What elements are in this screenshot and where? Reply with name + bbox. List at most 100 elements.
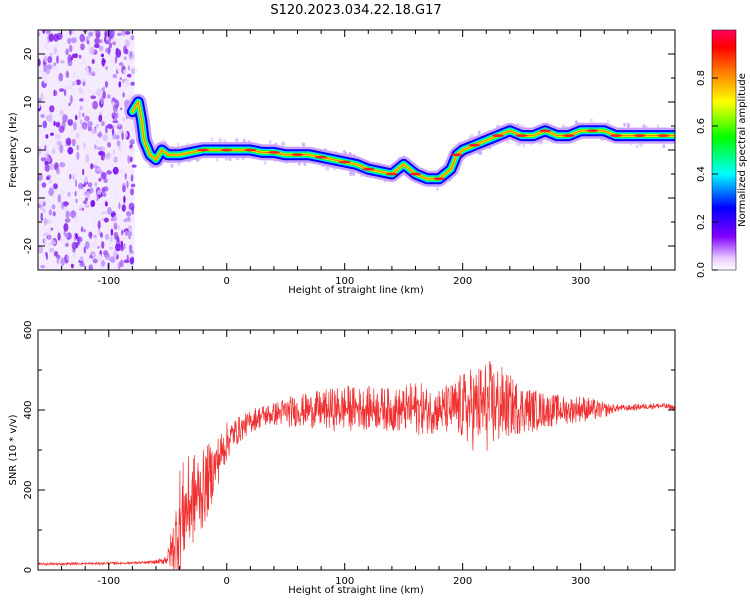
noise-speckle bbox=[119, 259, 124, 268]
noise-speckle bbox=[69, 30, 72, 36]
noise-speckle bbox=[63, 229, 66, 236]
noise-speckle bbox=[88, 87, 91, 94]
noise-speckle bbox=[81, 56, 86, 65]
noise-speckle bbox=[87, 125, 92, 132]
noise-speckle bbox=[58, 72, 63, 82]
snr-ytick-label: 400 bbox=[23, 400, 34, 419]
noise-speckle bbox=[78, 54, 82, 59]
halo-speckle bbox=[280, 141, 284, 146]
noise-speckle bbox=[112, 215, 118, 222]
colorbar-label: Normalized spectral amplitude bbox=[737, 73, 748, 227]
noise-speckle bbox=[38, 58, 41, 66]
noise-speckle bbox=[131, 206, 134, 215]
noise-speckle bbox=[121, 204, 126, 212]
noise-speckle bbox=[48, 177, 52, 184]
noise-speckle bbox=[118, 202, 121, 210]
noise-speckle bbox=[114, 116, 117, 121]
noise-speckle bbox=[88, 264, 94, 270]
noise-speckle bbox=[112, 132, 117, 140]
noise-speckle bbox=[101, 87, 104, 92]
noise-speckle bbox=[116, 140, 121, 147]
noise-speckle bbox=[76, 236, 83, 243]
noise-speckle bbox=[50, 240, 56, 246]
noise-speckle bbox=[121, 131, 124, 141]
colorbar-tick-label: 0.6 bbox=[696, 118, 707, 134]
noise-speckle bbox=[113, 149, 116, 155]
noise-speckle bbox=[45, 134, 49, 139]
noise-speckle bbox=[123, 80, 130, 88]
noise-speckle bbox=[130, 188, 134, 196]
halo-speckle bbox=[574, 120, 578, 125]
noise-speckle bbox=[117, 32, 122, 37]
snr-marks bbox=[38, 361, 675, 570]
ridge-peak bbox=[291, 153, 304, 157]
noise-speckle bbox=[130, 81, 135, 86]
noise-speckle bbox=[84, 115, 90, 122]
noise-speckle bbox=[38, 146, 42, 155]
noise-speckle bbox=[107, 207, 112, 215]
noise-speckle bbox=[121, 30, 126, 37]
noise-speckle bbox=[48, 209, 52, 216]
noise-speckle bbox=[65, 232, 69, 239]
colorbar-tick-label: 0.2 bbox=[696, 214, 707, 230]
noise-speckle bbox=[59, 109, 64, 116]
noise-speckle bbox=[46, 176, 50, 180]
ridge-peak bbox=[409, 172, 422, 176]
noise-speckle bbox=[97, 227, 101, 236]
halo-speckle bbox=[662, 144, 666, 149]
noise-speckle bbox=[86, 40, 90, 45]
noise-speckle bbox=[71, 53, 78, 59]
noise-speckle bbox=[91, 195, 98, 200]
noise-speckle bbox=[118, 128, 125, 133]
ridge-peak bbox=[267, 151, 280, 154]
noise-speckle bbox=[93, 161, 98, 165]
noise-speckle bbox=[75, 242, 79, 249]
noise-speckle bbox=[74, 190, 77, 197]
halo-speckle bbox=[170, 163, 174, 168]
noise-speckle bbox=[107, 60, 110, 65]
noise-speckle bbox=[85, 154, 90, 163]
noise-speckle bbox=[70, 56, 74, 61]
noise-speckle bbox=[123, 195, 126, 204]
noise-speckle bbox=[50, 186, 53, 195]
noise-speckle bbox=[98, 265, 102, 270]
noise-speckle bbox=[71, 138, 76, 147]
noise-speckle bbox=[60, 60, 65, 64]
noise-speckle bbox=[115, 47, 119, 56]
noise-speckle bbox=[55, 121, 61, 128]
noise-speckle bbox=[53, 33, 59, 42]
noise-speckle bbox=[115, 135, 120, 140]
noise-speckle bbox=[41, 71, 44, 78]
halo-speckle bbox=[161, 139, 165, 143]
noise-speckle bbox=[73, 173, 78, 177]
noise-speckle bbox=[88, 31, 93, 37]
halo-speckle bbox=[302, 142, 306, 147]
noise-speckle bbox=[60, 189, 65, 196]
noise-speckle bbox=[48, 242, 51, 247]
noise-speckle bbox=[52, 148, 56, 155]
noise-speckle bbox=[80, 43, 85, 51]
noise-speckle bbox=[119, 146, 123, 154]
noise-speckle bbox=[89, 255, 94, 259]
noise-speckle bbox=[92, 90, 97, 97]
noise-speckle bbox=[53, 89, 56, 97]
halo-speckle bbox=[562, 124, 566, 129]
noise-speckle bbox=[42, 120, 47, 129]
noise-speckle bbox=[92, 68, 97, 75]
noise-speckle bbox=[40, 218, 44, 221]
noise-speckle bbox=[98, 131, 103, 138]
halo-speckle bbox=[642, 124, 646, 129]
spectrogram-ytick-label: 10 bbox=[23, 96, 34, 109]
ridge-peak bbox=[362, 167, 375, 171]
spectrogram-xtick-label: 200 bbox=[453, 276, 472, 287]
ridge-peak bbox=[197, 148, 210, 152]
noise-speckle bbox=[47, 233, 52, 242]
halo-speckle bbox=[177, 142, 181, 147]
noise-speckle bbox=[84, 204, 90, 208]
noise-speckle bbox=[65, 70, 69, 79]
noise-speckle bbox=[68, 44, 73, 53]
noise-speckle bbox=[80, 226, 84, 233]
noise-speckle bbox=[83, 228, 86, 233]
